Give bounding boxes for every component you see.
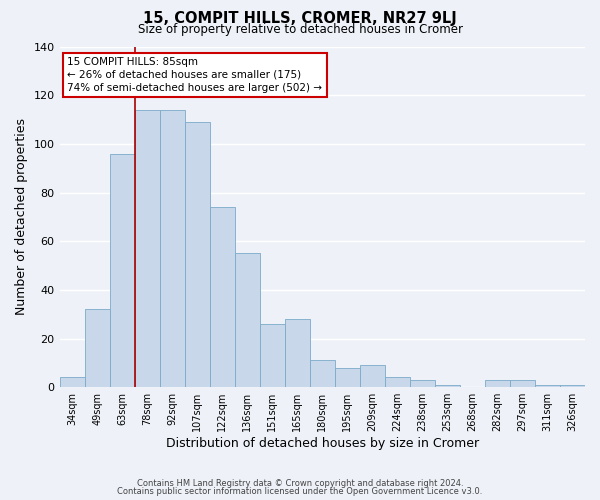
Bar [110, 154, 134, 387]
Y-axis label: Number of detached properties: Number of detached properties [15, 118, 28, 316]
X-axis label: Distribution of detached houses by size in Cromer: Distribution of detached houses by size … [166, 437, 479, 450]
Bar [59, 378, 85, 387]
Text: Size of property relative to detached houses in Cromer: Size of property relative to detached ho… [137, 22, 463, 36]
Bar [435, 385, 460, 387]
Text: 15, COMPIT HILLS, CROMER, NR27 9LJ: 15, COMPIT HILLS, CROMER, NR27 9LJ [143, 11, 457, 26]
Bar [385, 378, 410, 387]
Bar [410, 380, 435, 387]
Text: Contains HM Land Registry data © Crown copyright and database right 2024.: Contains HM Land Registry data © Crown c… [137, 478, 463, 488]
Bar [260, 324, 285, 387]
Text: Contains public sector information licensed under the Open Government Licence v3: Contains public sector information licen… [118, 487, 482, 496]
Bar [335, 368, 360, 387]
Bar [134, 110, 160, 387]
Bar [310, 360, 335, 387]
Bar [185, 122, 209, 387]
Bar [485, 380, 510, 387]
Bar [510, 380, 535, 387]
Bar [360, 366, 385, 387]
Bar [535, 385, 560, 387]
Bar [160, 110, 185, 387]
Bar [209, 207, 235, 387]
Bar [560, 385, 585, 387]
Bar [85, 310, 110, 387]
Bar [235, 254, 260, 387]
Text: 15 COMPIT HILLS: 85sqm
← 26% of detached houses are smaller (175)
74% of semi-de: 15 COMPIT HILLS: 85sqm ← 26% of detached… [67, 56, 322, 93]
Bar [285, 319, 310, 387]
